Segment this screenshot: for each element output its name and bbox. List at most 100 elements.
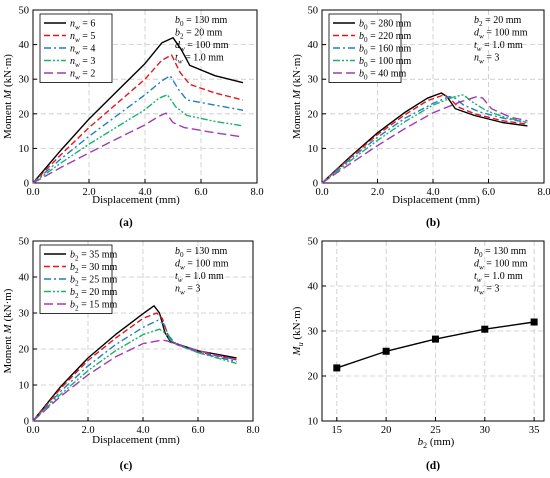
x-axis-label: Displacement (mm) bbox=[92, 194, 180, 206]
param-text: tw = 1.0 mm bbox=[175, 53, 224, 66]
param-text: b0 = 130 mm bbox=[175, 15, 228, 28]
series-line-a-1 bbox=[32, 54, 244, 184]
x-tick-label: 0.0 bbox=[26, 187, 39, 198]
legend-entry: b0 = 40 mm bbox=[359, 69, 407, 82]
data-point bbox=[382, 347, 390, 355]
x-axis-label: b2 (mm) bbox=[418, 436, 455, 450]
legend-entry: b0 = 100 mm bbox=[359, 56, 412, 69]
series-line-b-1 bbox=[321, 94, 528, 184]
chart-panel-a: 0.0 2.0 4.0 6.0 8.0 0 10 20 30 40 50 Displacement (… bbox=[2, 6, 264, 230]
y-tick-label: 50 bbox=[19, 237, 30, 248]
y-tick-label: 10 bbox=[308, 144, 319, 155]
y-tick-label: 30 bbox=[308, 75, 319, 86]
legend-entry: nw = 6 bbox=[70, 19, 95, 32]
legend-box bbox=[39, 13, 113, 83]
panel-label: (a) bbox=[119, 217, 133, 229]
y-tick-label: 10 bbox=[19, 144, 30, 155]
legend-entry: b0 = 160 mm bbox=[359, 44, 412, 57]
param-text: tw = 1.0 mm bbox=[175, 271, 224, 284]
series-line-a-3 bbox=[32, 94, 244, 184]
y-tick-label: 0 bbox=[24, 179, 29, 190]
data-point bbox=[333, 364, 341, 372]
legend-entry: nw = 5 bbox=[70, 31, 95, 44]
x-tick-label: 2.0 bbox=[82, 187, 95, 198]
param-text: tw = 1.0 mm bbox=[474, 271, 523, 284]
x-tick-label: 6.0 bbox=[191, 425, 204, 436]
x-tick-label: 8.0 bbox=[250, 187, 263, 198]
legend-box bbox=[328, 13, 402, 83]
series-line-b-2 bbox=[321, 95, 528, 184]
param-text: tw = 1.0 mm bbox=[474, 40, 523, 53]
legend-entry: b0 = 280 mm bbox=[359, 19, 412, 32]
x-tick-label: 8.0 bbox=[537, 187, 550, 198]
param-text: b0 = 130 mm bbox=[175, 246, 228, 259]
x-tick-label: 4.0 bbox=[138, 187, 151, 198]
legend-entry: b2 = 30 mm bbox=[70, 262, 118, 275]
param-text: dw = 100 mm bbox=[175, 259, 229, 272]
data-point bbox=[431, 335, 439, 343]
x-tick-label: 6.0 bbox=[194, 187, 207, 198]
param-text: dw = 100 mm bbox=[474, 28, 528, 41]
panel-label: (b) bbox=[426, 217, 440, 229]
x-tick-label: 30 bbox=[480, 425, 491, 436]
y-tick-label: 40 bbox=[19, 273, 30, 284]
legend-entry: b2 = 20 mm bbox=[70, 287, 118, 300]
series-line-c-1 bbox=[32, 312, 237, 422]
legend-entry: nw = 3 bbox=[70, 56, 95, 69]
series-line-b-4 bbox=[321, 95, 528, 184]
y-axis-label: Mu (kN·m) bbox=[291, 306, 305, 356]
panel-label: (c) bbox=[120, 460, 133, 472]
series-line-c-2 bbox=[32, 319, 237, 422]
y-tick-label: 0 bbox=[24, 417, 29, 428]
y-axis-label: Moment M (kN·m) bbox=[291, 54, 303, 139]
y-tick-label: 50 bbox=[19, 6, 30, 17]
param-text: nw = 3 bbox=[175, 284, 200, 297]
x-tick-label: 6.0 bbox=[482, 187, 495, 198]
x-tick-label: 25 bbox=[430, 425, 441, 436]
x-tick-label: 15 bbox=[332, 425, 343, 436]
y-tick-label: 50 bbox=[308, 237, 319, 248]
series-line-c-0 bbox=[32, 305, 237, 422]
y-tick-label: 20 bbox=[19, 345, 30, 356]
y-tick-label: 0 bbox=[313, 179, 318, 190]
series-line-c-4 bbox=[32, 339, 237, 422]
x-tick-label: 2.0 bbox=[81, 425, 94, 436]
chart-panel-b: 0.0 2.0 4.0 6.0 8.0 0 10 20 30 40 50 Displacement (… bbox=[291, 6, 550, 230]
series-line-b-0 bbox=[321, 92, 528, 184]
x-tick-label: 35 bbox=[529, 425, 540, 436]
x-tick-label: 20 bbox=[381, 425, 392, 436]
y-tick-label: 40 bbox=[308, 40, 319, 51]
x-tick-label: 0.0 bbox=[26, 425, 39, 436]
y-tick-label: 20 bbox=[308, 109, 319, 120]
x-tick-label: 2.0 bbox=[371, 187, 384, 198]
param-text: dw = 100 mm bbox=[474, 259, 528, 272]
data-point bbox=[530, 318, 538, 326]
series-line-c-3 bbox=[32, 328, 237, 422]
x-tick-label: 4.0 bbox=[136, 425, 149, 436]
legend-entry: nw = 2 bbox=[70, 69, 95, 82]
y-axis-label: Moment M (kN·m) bbox=[2, 54, 14, 139]
x-tick-label: 0.0 bbox=[315, 187, 328, 198]
param-text: b0 = 130 mm bbox=[474, 246, 527, 259]
y-tick-label: 40 bbox=[308, 282, 319, 293]
y-tick-label: 10 bbox=[308, 417, 319, 428]
y-tick-label: 10 bbox=[19, 381, 30, 392]
series-line-a-2 bbox=[32, 74, 244, 184]
legend-box bbox=[39, 244, 113, 314]
x-tick-label: 4.0 bbox=[426, 187, 439, 198]
panel-label: (d) bbox=[426, 460, 440, 472]
x-tick-label: 8.0 bbox=[246, 425, 259, 436]
y-tick-label: 50 bbox=[308, 6, 319, 17]
y-tick-label: 30 bbox=[308, 327, 319, 338]
data-point bbox=[481, 325, 489, 333]
y-tick-label: 20 bbox=[19, 109, 30, 120]
legend-entry: nw = 4 bbox=[70, 44, 95, 57]
legend-entry: b2 = 25 mm bbox=[70, 275, 118, 288]
chart-panel-c: 0.0 2.0 4.0 6.0 8.0 0 10 20 30 40 50 Displacement (… bbox=[2, 237, 260, 473]
